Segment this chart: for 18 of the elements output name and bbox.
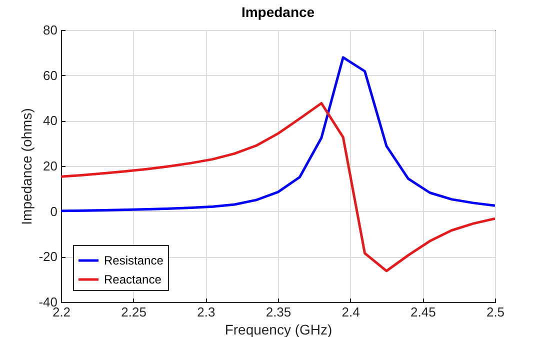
y-tick-label: 0 — [50, 204, 58, 219]
y-axis-title: Impedance (ohms) — [18, 108, 35, 225]
x-tick-label: 2.45 — [410, 304, 436, 320]
y-tick-label: 60 — [43, 68, 58, 83]
line-series — [61, 56, 495, 212]
line-series — [61, 102, 495, 272]
x-tick-label: 2.25 — [121, 304, 146, 320]
y-tick-label: 40 — [43, 113, 58, 128]
x-tick-label: 2.4 — [342, 304, 360, 320]
x-tick-label: 2.35 — [266, 304, 292, 320]
y-tick-label: 20 — [43, 158, 58, 174]
x-tick-label: 2.5 — [486, 304, 505, 320]
legend-label: Resistance — [104, 254, 164, 268]
chart-title: Impedance — [241, 4, 315, 20]
x-tick-label: 2.3 — [197, 304, 216, 320]
y-tick-label: 80 — [43, 22, 58, 38]
y-tick-label: -20 — [38, 249, 58, 264]
legend-label: Reactance — [104, 272, 162, 286]
